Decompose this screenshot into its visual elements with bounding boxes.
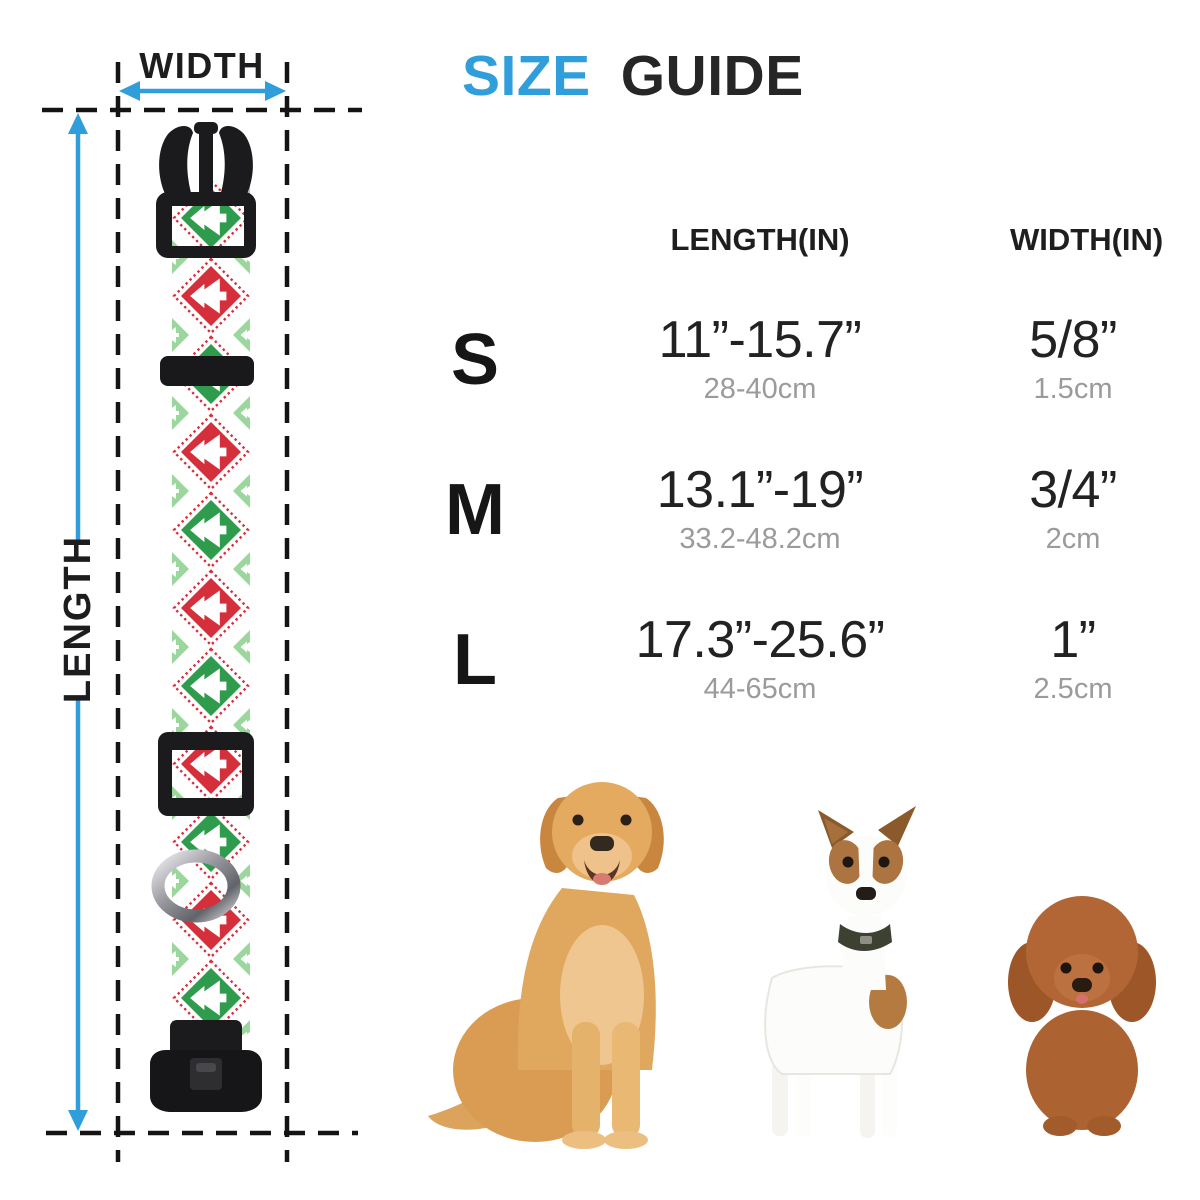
golden-retriever-photo (428, 782, 664, 1149)
page-title: SIZE GUIDE (462, 48, 804, 105)
collar-d-ring (151, 849, 241, 923)
col-header-width: WIDTH(IN) (1010, 222, 1164, 257)
title-word-guide: GUIDE (620, 44, 804, 108)
length-cm: 44-65cm (703, 673, 817, 706)
width-cm: 2.5cm (1033, 673, 1113, 706)
length-label: LENGTH (57, 535, 99, 703)
width-cell-s: 5/8” 1.5cm (1010, 278, 1136, 428)
dimension-guide-lines (42, 62, 362, 1162)
width-cell-m: 3/4” 2cm (1010, 428, 1136, 578)
toy-poodle-photo (1008, 896, 1156, 1136)
length-inches: 13.1”-19” (656, 461, 864, 519)
length-arrow (68, 113, 88, 1131)
width-cell-l: 1” 2.5cm (1010, 578, 1136, 728)
jack-russell-photo (764, 806, 916, 1138)
length-cell-l: 17.3”-25.6” 44-65cm (510, 578, 1010, 728)
width-inches: 1” (1050, 611, 1096, 669)
width-arrow (119, 81, 286, 101)
width-cm: 1.5cm (1033, 373, 1113, 406)
collar-measurement-diagram: WIDTH LENGTH (42, 45, 362, 1162)
collar-slider (160, 356, 254, 386)
size-label-s: S (450, 320, 500, 400)
collar-strap (172, 179, 250, 1035)
collar-adjuster (158, 732, 254, 816)
length-cell-s: 11”-15.7” 28-40cm (510, 278, 1010, 428)
length-inches: 17.3”-25.6” (635, 611, 885, 669)
size-label-m: M (445, 470, 505, 550)
size-label-l: L (453, 620, 497, 700)
width-label: WIDTH (139, 45, 264, 86)
length-inches: 11”-15.7” (658, 311, 862, 369)
length-cell-m: 13.1”-19” 33.2-48.2cm (510, 428, 1010, 578)
size-chart: LENGTH(IN) WIDTH(IN) S 11”-15.7” 28-40cm… (440, 200, 1164, 728)
col-header-length: LENGTH(IN) (670, 222, 850, 257)
length-cm: 28-40cm (703, 373, 817, 406)
title-word-size: SIZE (462, 44, 591, 108)
dog-breed-photos (428, 782, 1156, 1149)
width-cm: 2cm (1045, 523, 1101, 556)
width-inches: 3/4” (1029, 461, 1117, 519)
collar-image (150, 122, 262, 1112)
width-inches: 5/8” (1029, 311, 1117, 369)
collar-bottom-buckle (150, 1020, 262, 1112)
col-header-size (440, 200, 510, 278)
length-cm: 33.2-48.2cm (679, 523, 841, 556)
